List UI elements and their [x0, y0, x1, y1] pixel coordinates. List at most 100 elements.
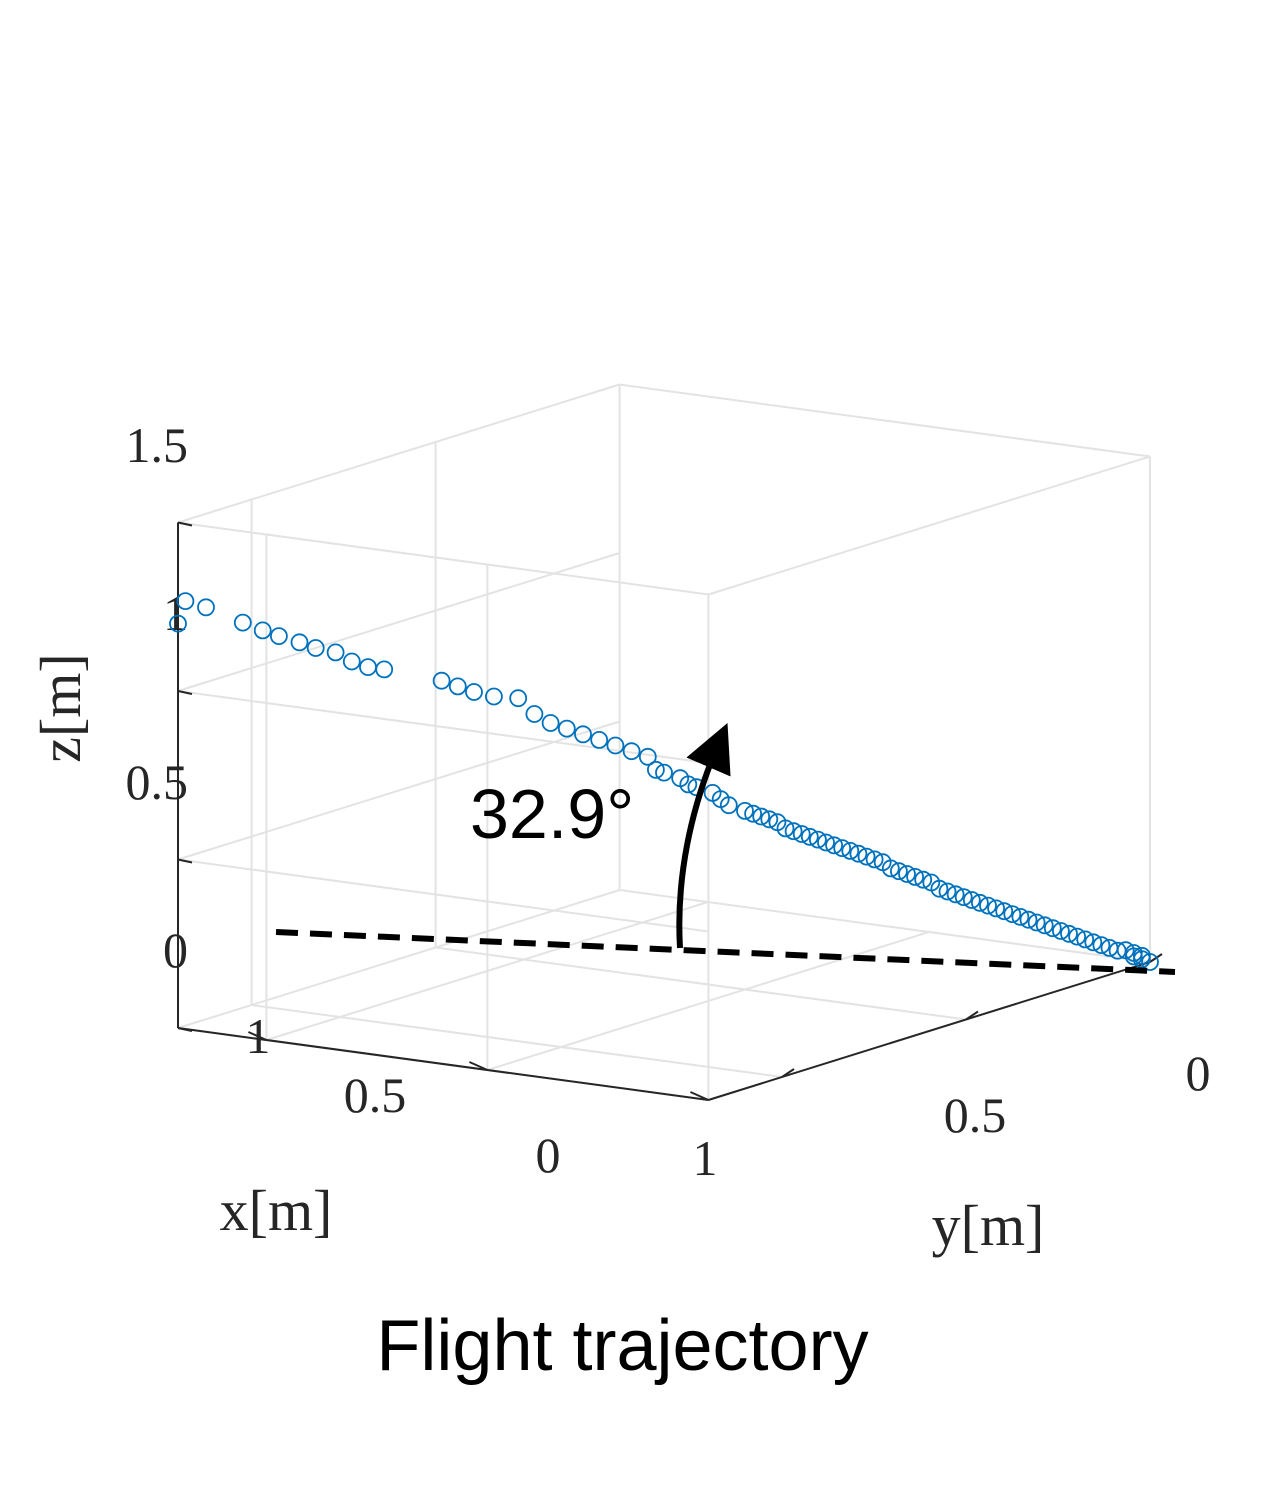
trajectory-point [776, 819, 795, 838]
trajectory-point [590, 731, 609, 749]
y-axis-line [708, 961, 1151, 1101]
trajectory-point [197, 598, 215, 617]
trajectory-point [792, 825, 811, 843]
trajectory-point [890, 862, 908, 881]
x-tick-label: 0.5 [344, 1067, 407, 1123]
grid-line [251, 1004, 783, 1078]
z-tick-mark [177, 690, 193, 695]
trajectory-point [825, 836, 843, 855]
trajectory-point [995, 902, 1014, 921]
grid-line [177, 690, 709, 764]
x-axis-label: x[m] [220, 1178, 333, 1243]
trajectory-point [1068, 927, 1086, 946]
trajectory-point [930, 879, 949, 898]
trajectory-point [359, 658, 377, 676]
box-edge [708, 455, 1151, 596]
x-tick-label: 1 [246, 1008, 271, 1064]
z-tick-label: 0 [163, 922, 188, 978]
x-tick-labels: 1 0.5 0 [246, 1008, 561, 1183]
figure-caption: Flight trajectory [376, 1306, 869, 1386]
z-tick-mark [177, 1027, 193, 1032]
trajectory-point [253, 621, 272, 640]
trajectory-point [987, 899, 1005, 918]
z-tick-mark [177, 858, 193, 864]
trajectory-point [306, 639, 325, 657]
trajectory-point [849, 844, 868, 863]
y-axis-label: y[m] [932, 1193, 1045, 1258]
trajectory-point [744, 804, 762, 823]
trajectory-point [448, 677, 467, 696]
z-tick-mark [177, 521, 193, 527]
box-edge [619, 383, 1151, 458]
trajectory-point [557, 719, 576, 738]
trajectory-point [574, 725, 592, 744]
trajectory-point [1141, 953, 1159, 971]
trajectory-point [541, 714, 560, 732]
trajectory-point [1076, 930, 1095, 949]
tick-marks [177, 521, 1163, 1101]
trajectory-point [979, 896, 997, 915]
trajectory-point [1019, 910, 1038, 929]
y-tick-mark [965, 1010, 979, 1021]
axis-lines [177, 522, 1151, 1101]
grid-line [435, 946, 967, 1021]
trajectory-points [169, 592, 1159, 971]
trajectory-point [817, 833, 835, 852]
trajectory-point [1060, 924, 1078, 943]
trajectory-point [857, 847, 876, 866]
trajectory-point [1035, 916, 1054, 935]
trajectory-point [752, 807, 771, 826]
trajectory-point [1027, 913, 1046, 932]
trajectory-point [1003, 905, 1022, 923]
trajectory-point [938, 882, 957, 901]
trajectory-point [342, 652, 361, 671]
trajectory-point [375, 660, 394, 679]
x-tick-mark [689, 1091, 709, 1101]
trajectory-point [432, 671, 451, 690]
z-tick-label: 1.5 [126, 417, 189, 473]
trajectory-point [881, 859, 900, 878]
z-tick-labels: 1.5 1 0.5 0 [126, 417, 189, 978]
trajectory-point [169, 614, 187, 633]
x-tick-mark [468, 1061, 488, 1071]
trajectory-point [176, 592, 195, 610]
trajectory-point [800, 827, 819, 846]
z-tick-label: 0.5 [126, 754, 189, 810]
trajectory-point [1011, 908, 1030, 926]
trajectory-point [962, 891, 981, 909]
trajectory-point [719, 796, 738, 815]
y-tick-label: 1 [693, 1130, 718, 1186]
trajectory-point [465, 683, 483, 701]
x-tick-mark [247, 1031, 267, 1041]
trajectory-point [269, 627, 288, 645]
angle-annotation: 32.9° [470, 775, 634, 853]
y-tick-label: 0 [1186, 1045, 1211, 1101]
trajectory-point [233, 613, 252, 632]
ground-reference-line [275, 929, 1176, 975]
trajectory-point [833, 839, 852, 857]
trajectory-point [655, 763, 673, 782]
grid-line [177, 383, 620, 524]
trajectory-point [971, 893, 989, 912]
y-tick-mark [781, 1068, 795, 1078]
trajectory-point [622, 742, 641, 761]
angle-arrow [676, 722, 731, 949]
z-axis-label: z[m] [28, 653, 93, 763]
grid-lines [177, 383, 1151, 1101]
trajectory-point [954, 888, 973, 906]
grid-line [177, 521, 709, 596]
trajectory-point [898, 865, 916, 883]
y-tick-label: 0.5 [944, 1087, 1007, 1143]
x-tick-label: 0 [536, 1127, 561, 1183]
trajectory-point [1124, 947, 1143, 966]
trajectory-point [865, 850, 884, 869]
trajectory-point [1092, 936, 1111, 954]
trajectory-point [760, 810, 779, 829]
trajectory-point [326, 643, 345, 662]
trajectory-point [290, 633, 309, 652]
grid-line [177, 858, 709, 933]
y-tick-labels: 1 0.5 0 [693, 1045, 1211, 1186]
trajectory-point [946, 885, 965, 904]
trajectory-point [906, 868, 924, 886]
